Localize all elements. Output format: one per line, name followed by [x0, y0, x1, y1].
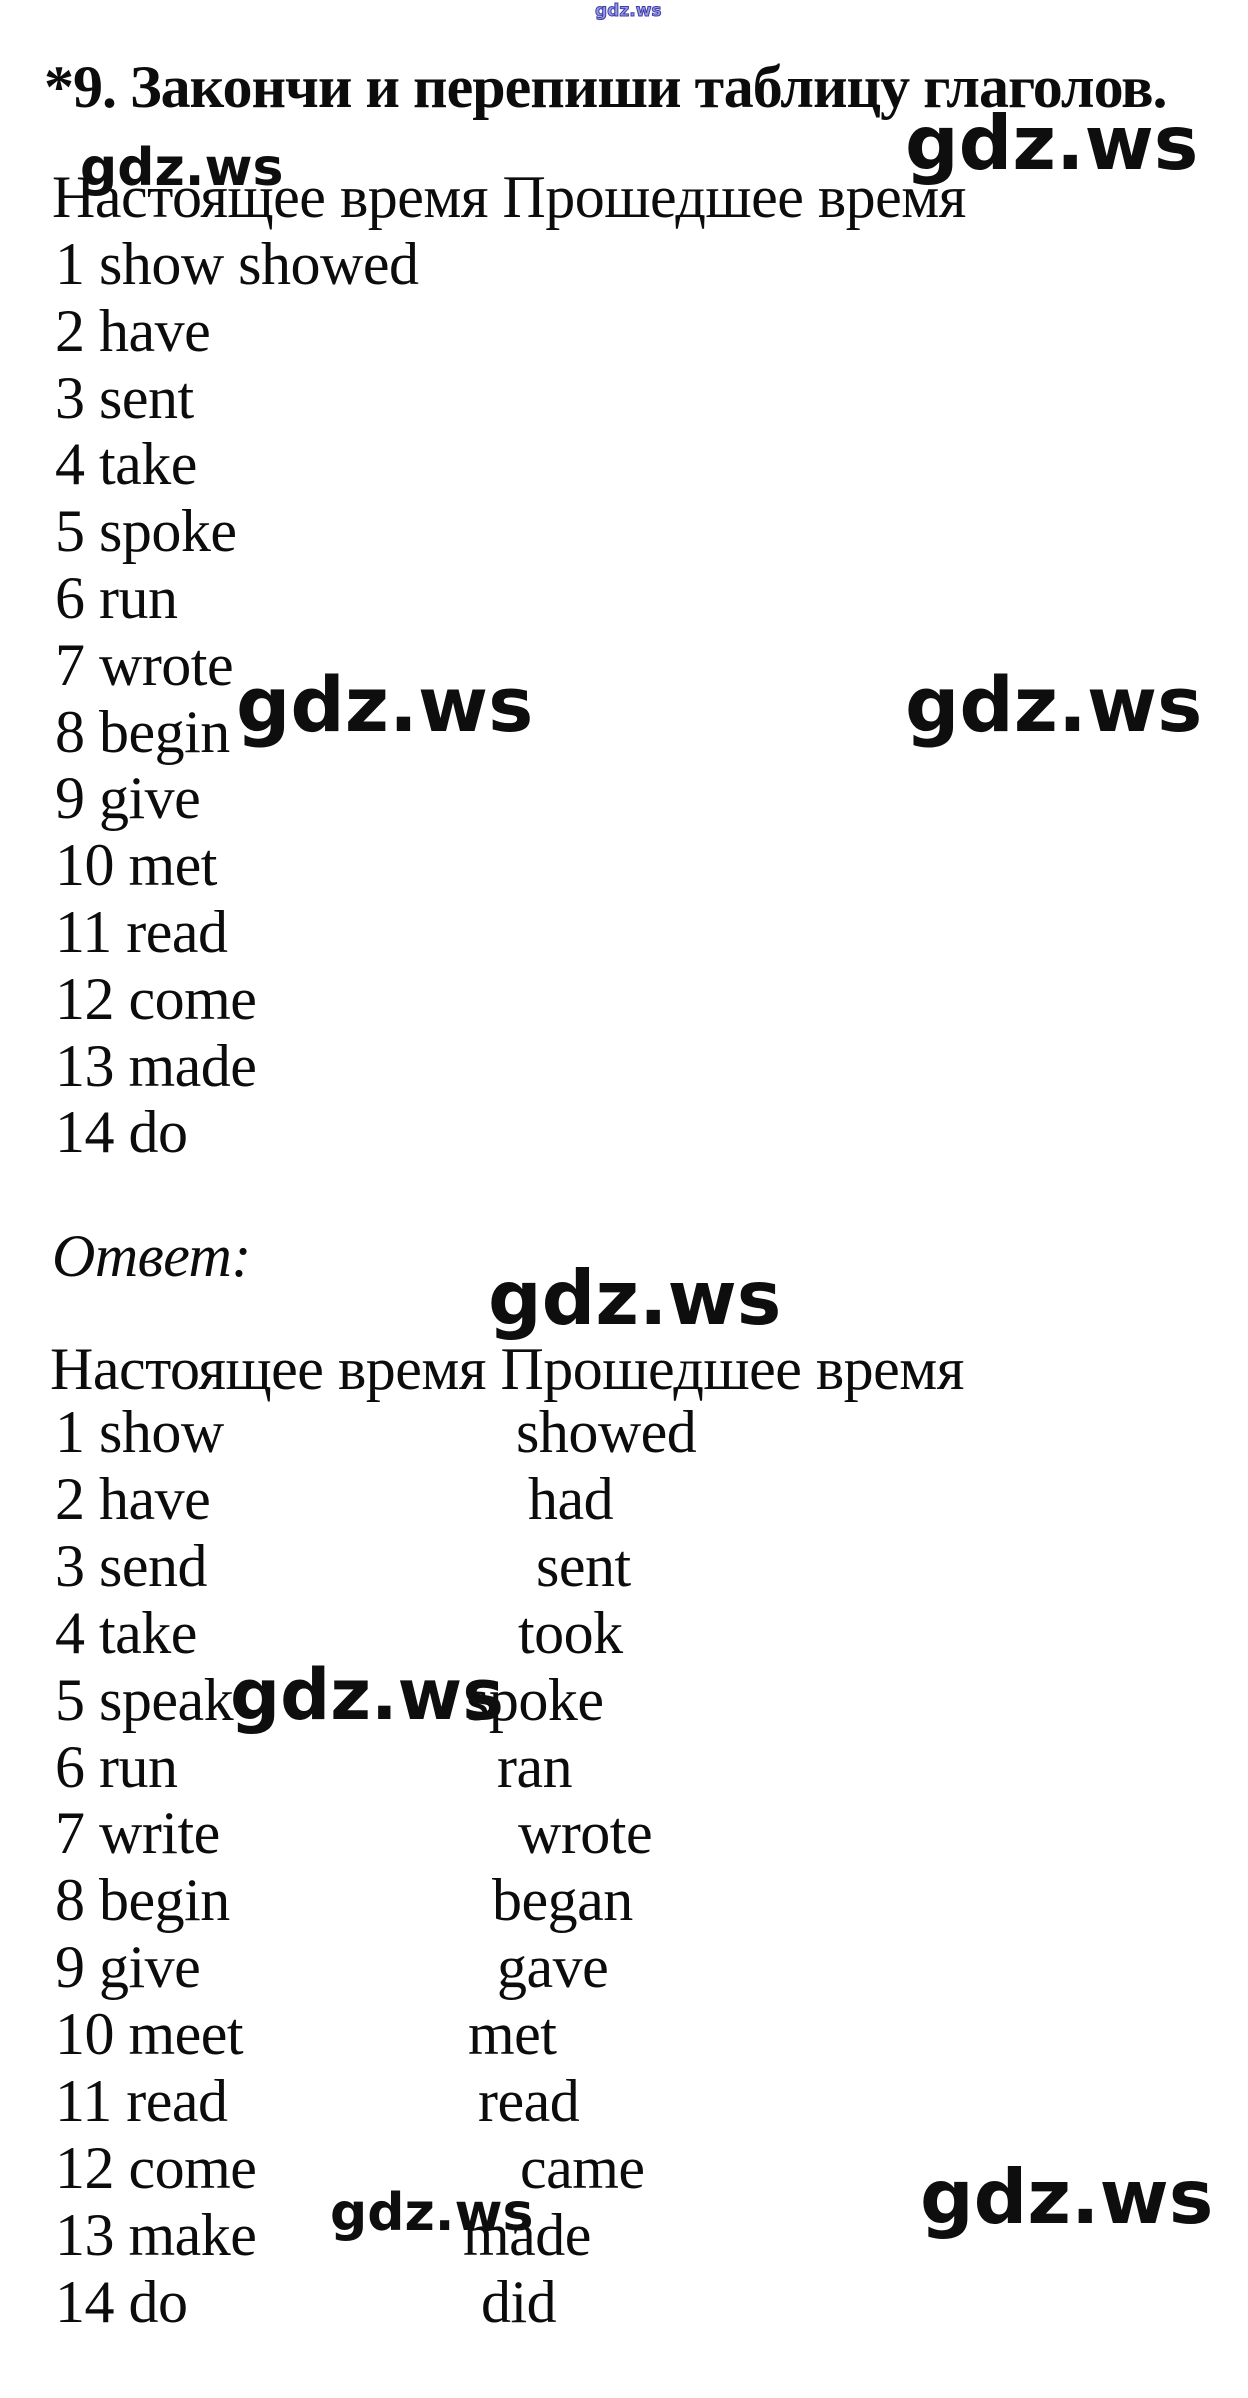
past-tense-form: wrote [518, 1800, 653, 1867]
question-row-4: 4 take [55, 431, 197, 498]
answer-row-12: 12 come came [0, 2138, 1248, 2210]
watermark-middle-left: gdz.ws [236, 660, 534, 749]
watermark-answer-middle: gdz.ws [230, 1654, 504, 1736]
present-tense-form: 2 have [55, 1465, 211, 1532]
answer-row-4: 4 take took [0, 1603, 1248, 1675]
question-row-13: 13 made [55, 1032, 257, 1099]
question-row-12: 12 come [55, 965, 257, 1032]
question-row-1: 1 show showed [55, 231, 419, 297]
question-row-8: 8 begin [55, 698, 230, 765]
past-tense-form: spoke [466, 1666, 604, 1733]
question-row-11: 11 read [55, 899, 228, 965]
question-row-10: 10 met [55, 832, 217, 899]
past-tense-form: sent [536, 1532, 631, 1599]
answer-row-1: 1 show showed [0, 1402, 1248, 1474]
answer-row-3: 3 send sent [0, 1536, 1248, 1608]
question-row-7: 7 wrote [55, 631, 234, 698]
answer-row-5: 5 speak spoke [0, 1670, 1248, 1742]
present-tense-form: 14 do [55, 2268, 188, 2335]
present-tense-form: 11 read [55, 2068, 228, 2134]
question-row-9: 9 give [55, 765, 201, 832]
question-row-2: 2 have [55, 297, 211, 364]
past-tense-form: read [478, 2068, 580, 2134]
past-tense-form: made [463, 2201, 591, 2268]
past-tense-form: came [520, 2134, 645, 2201]
present-tense-form: 13 make [55, 2201, 257, 2268]
answer-row-8: 8 begin began [0, 1870, 1248, 1942]
present-tense-form: 8 begin [55, 1867, 230, 1934]
present-tense-form: 12 come [55, 2134, 257, 2201]
past-tense-form: gave [497, 1934, 609, 2001]
past-tense-form: had [528, 1465, 614, 1532]
present-tense-form: 1 show [55, 1399, 224, 1465]
question-row-14: 14 do [55, 1099, 188, 1166]
question-row-6: 6 run [55, 565, 178, 631]
answer-label: Ответ: [52, 1223, 251, 1289]
past-tense-form: ran [497, 1733, 573, 1800]
past-tense-form: met [468, 2001, 557, 2068]
watermark-center: gdz.ws [488, 1254, 782, 1342]
answer-row-13: 13 make made [0, 2205, 1248, 2277]
question-row-3: 3 sent [55, 364, 194, 431]
answer-row-2: 2 have had [0, 1469, 1248, 1541]
present-tense-form: 6 run [55, 1733, 178, 1800]
present-tense-form: 7 write [55, 1800, 220, 1867]
present-tense-form: 10 meet [55, 2001, 244, 2068]
past-tense-form: did [481, 2268, 557, 2335]
watermark-title-right: gdz.ws [905, 99, 1199, 187]
present-tense-form: 9 give [55, 1934, 201, 2001]
present-tense-form: 3 send [55, 1532, 207, 1599]
past-tense-form: showed [516, 1399, 697, 1465]
answer-table-header: Настоящее время Прошедшее время [50, 1336, 964, 1402]
watermark-under-title: gdz.ws [80, 138, 284, 198]
watermark-bottom-right: gdz.ws [920, 2153, 1214, 2241]
watermark-bottom-left: gdz.ws [330, 2183, 534, 2243]
exercise-title: *9. Закончи и перепиши таблицу глаголов. [44, 54, 1167, 120]
answer-row-6: 6 run ran [0, 1737, 1248, 1809]
past-tense-form: took [518, 1599, 623, 1666]
past-tense-form: began [492, 1867, 633, 1934]
answer-row-7: 7 write wrote [0, 1803, 1248, 1875]
answer-row-10: 10 meet met [0, 2004, 1248, 2076]
present-tense-form: 4 take [55, 1599, 197, 1666]
question-row-5: 5 spoke [55, 498, 237, 565]
answer-row-9: 9 give gave [0, 1937, 1248, 2009]
watermark-top: gdz.ws [595, 1, 663, 21]
watermark-middle-right: gdz.ws [905, 660, 1203, 749]
answer-row-14: 14 do did [0, 2272, 1248, 2344]
question-table-header: Настоящее время Прошедшее время [52, 164, 966, 230]
present-tense-form: 5 speak [55, 1666, 234, 1733]
answer-row-11: 11 read read [0, 2071, 1248, 2143]
